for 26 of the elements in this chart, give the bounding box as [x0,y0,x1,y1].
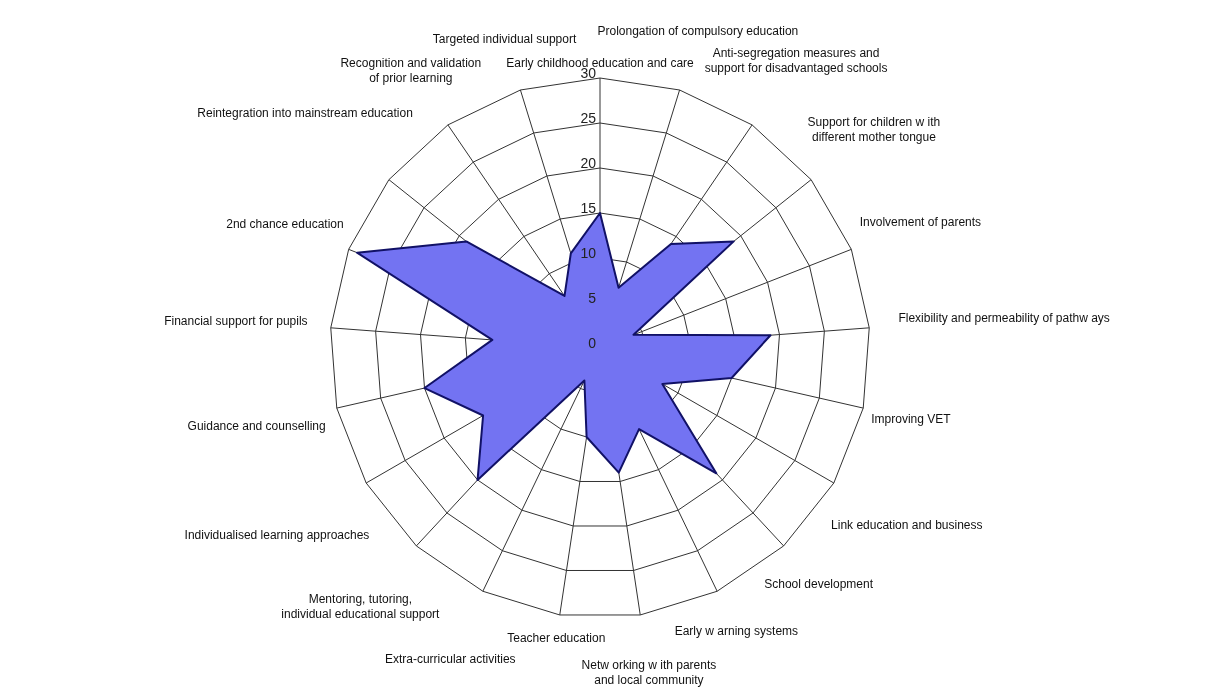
spoke-label: Reintegration into mainstream education [197,105,413,120]
y-tick-label: 25 [580,110,597,126]
spoke-label: Early w arning systems [674,624,799,639]
spoke-label: Individualised learning approaches [184,527,370,542]
spoke-label: Financial support for pupils [164,313,308,328]
spoke-label: Link education and business [831,518,983,533]
y-tick-label: 20 [580,155,597,171]
spoke-label: Extra-curricular activities [384,651,516,666]
y-tick-label: 15 [580,200,597,216]
spoke-label: Recognition and validation of prior learning [340,56,482,86]
spoke-label: Teacher education [507,631,606,645]
y-tick-label: 10 [580,245,597,261]
spoke-label: Prolongation of compulsory education [597,23,799,38]
spoke-label: School development [764,576,874,591]
y-tick-label: 5 [588,290,597,306]
spoke-label: Improving VET [871,411,952,426]
spoke-label: Guidance and counselling [187,419,326,434]
spoke-label: Mentoring, tutoring, individual educational support [281,591,441,621]
spoke-label: Flexibility and permeability of pathw ays [898,310,1110,325]
y-tick-label: 0 [588,335,597,351]
spoke-label: Targeted individual support [432,31,577,46]
spoke-label: Involvement of parents [859,215,982,230]
spoke-label: 2nd chance education [226,217,344,232]
spoke-label: Netw orking w ith parents and local community [581,658,717,688]
spoke-label: Anti-segregation measures and support for disadvantaged schools [704,45,888,75]
spoke-label: Support for children w ith different mother tongue [807,115,941,145]
